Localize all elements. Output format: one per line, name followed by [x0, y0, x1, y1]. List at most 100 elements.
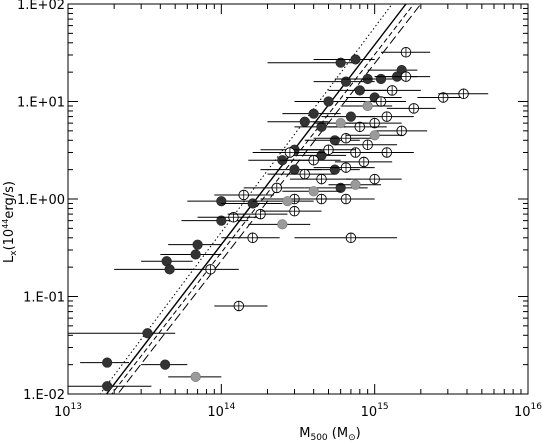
marker: [102, 357, 113, 368]
data-point-filled-dark: [313, 54, 375, 65]
data-point-open-cross: [279, 154, 341, 166]
marker: [190, 371, 201, 382]
marker: [308, 108, 319, 119]
marker: [308, 186, 319, 197]
data-point-filled-dark: [304, 164, 360, 175]
data-point-filled-dark: [141, 256, 193, 267]
marker: [362, 100, 373, 112]
data-point-filled-gray: [313, 118, 368, 129]
data-point-open-cross: [175, 264, 239, 275]
data-point-open-cross: [313, 132, 375, 144]
data-point-filled-dark: [282, 108, 341, 119]
marker: [190, 249, 201, 260]
y-label-unit: (10: [2, 229, 17, 251]
data-point-filled-dark: [267, 57, 356, 68]
y-axis: 1.E+02 1.E+01 1.E+00 1.E-01 1.E-02: [17, 0, 528, 403]
x-label-sub: 500: [310, 433, 327, 443]
data-point-open-cross: [359, 111, 414, 122]
data-point-open-cross: [260, 205, 322, 217]
data-point-open-cross: [417, 92, 467, 103]
data-point-open-cross: [350, 96, 406, 107]
data-point-open-cross: [227, 208, 288, 220]
data-point-filled-dark: [80, 357, 130, 368]
data-point-open-cross: [386, 103, 436, 114]
data-point-filled-dark: [294, 96, 351, 107]
x-axis-label: M500 (M⊙): [299, 426, 360, 443]
x-label-main: M: [299, 426, 310, 441]
x-tick-label: 1016: [514, 402, 542, 420]
y-label-sub: x: [9, 250, 19, 256]
data-point-open-cross: [334, 139, 398, 151]
marker: [375, 73, 387, 85]
plot-marks: [68, 4, 489, 394]
x-tick-label: 1015: [361, 402, 389, 420]
y-tick-label: 1.E+02: [17, 0, 65, 13]
data-point-filled-dark: [289, 150, 346, 161]
x-tick-label: 1014: [207, 402, 235, 420]
data-point-open-cross: [214, 300, 268, 312]
data-point-filled-dark: [68, 381, 152, 392]
marker: [289, 164, 300, 175]
data-point-filled-dark: [221, 198, 283, 209]
x-tick-label: 1013: [54, 402, 82, 420]
data-point-filled-dark: [168, 239, 222, 250]
marker: [335, 57, 346, 68]
data-point-filled-dark: [160, 249, 222, 260]
data-point-filled-dark: [68, 328, 176, 339]
fit-line-dashed: [111, 4, 415, 394]
data-point-open-cross: [221, 232, 280, 244]
marker: [335, 118, 346, 129]
x-label-unit: (M: [328, 426, 348, 441]
data-point-filled-gray: [345, 130, 402, 141]
data-point-filled-gray: [248, 219, 311, 230]
marker: [142, 328, 153, 339]
y-tick-label: 1.E+00: [17, 193, 65, 208]
y-tick-label: 1.E-02: [23, 388, 65, 403]
marker: [354, 85, 365, 96]
data-point-open-cross: [374, 71, 431, 82]
marker: [216, 215, 227, 226]
marker: [282, 196, 293, 207]
marker: [335, 182, 346, 193]
data-point-filled-dark: [187, 196, 249, 207]
marker: [329, 135, 340, 146]
marker: [329, 164, 340, 175]
data-point-open-cross: [313, 193, 375, 205]
marker: [316, 121, 327, 132]
data-point-open-cross: [197, 211, 261, 223]
x-label-close: ): [356, 426, 361, 441]
data-point-open-cross: [289, 173, 351, 185]
marker: [216, 196, 227, 207]
marker: [369, 130, 380, 141]
marker: [160, 359, 171, 370]
data-point-filled-gray: [252, 196, 314, 207]
data-point-filled-dark: [304, 135, 360, 146]
y-label-main: L: [2, 255, 17, 263]
fit-line-dotted: [99, 4, 393, 394]
data-point-open-cross: [345, 173, 402, 185]
data-point-filled-dark: [141, 359, 188, 370]
data-point-filled-gray: [328, 179, 382, 190]
data-point-open-cross: [267, 168, 335, 180]
data-point-filled-gray: [282, 186, 341, 197]
y-label-exp: 44: [1, 219, 10, 229]
marker: [277, 219, 288, 230]
marker: [299, 116, 310, 127]
data-point-open-cross: [294, 144, 356, 155]
marker: [350, 54, 361, 65]
marker: [102, 381, 113, 392]
data-point-open-cross: [334, 156, 393, 168]
data-point-open-cross: [374, 125, 428, 137]
x-axis: 1013 1014 1015 1016: [54, 4, 542, 420]
data-point-filled-gray: [168, 371, 222, 382]
y-tick-label: 1.E-01: [23, 291, 65, 306]
data-point-open-cross: [294, 232, 398, 244]
data-point-open-cross: [313, 162, 375, 173]
y-axis-label: Lx(1044erg/s): [1, 181, 19, 263]
data-point-filled-dark: [267, 116, 329, 127]
x-label-unit-sub: ⊙: [348, 433, 356, 443]
data-point-open-cross: [381, 46, 431, 58]
data-point-open-cross: [252, 147, 322, 158]
data-point-open-cross: [243, 182, 305, 194]
marker: [247, 198, 258, 209]
